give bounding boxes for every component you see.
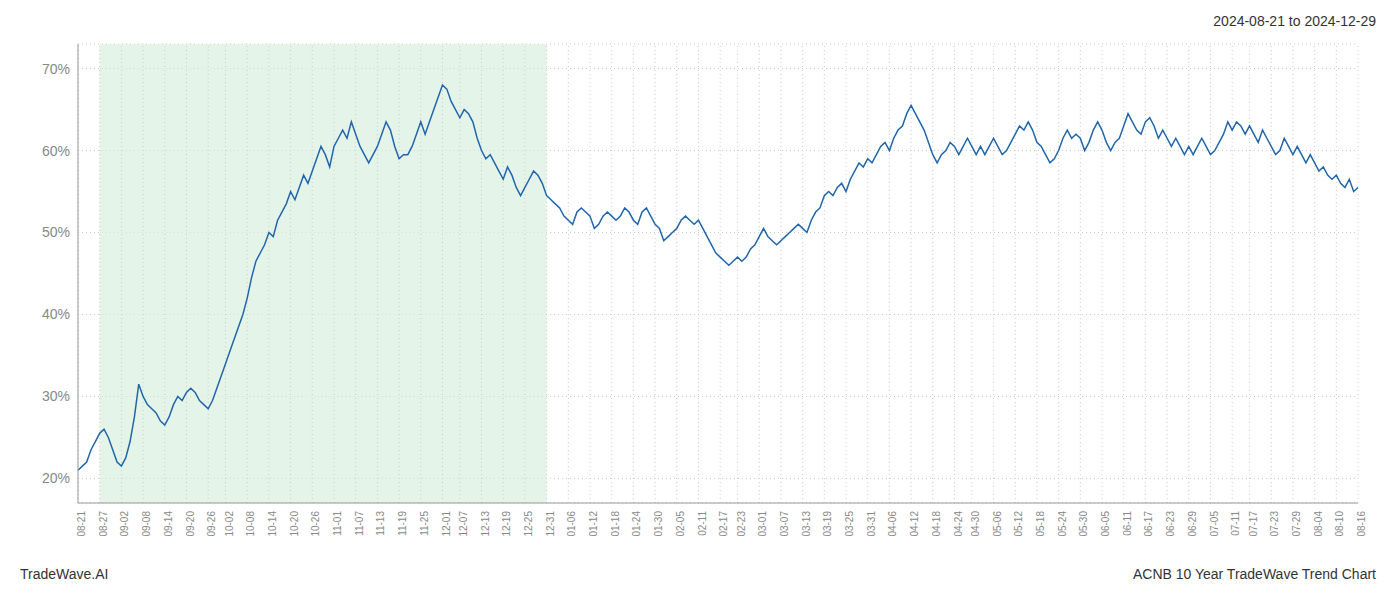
svg-text:07-05: 07-05 [1209, 511, 1220, 537]
svg-text:11-07: 11-07 [354, 511, 365, 536]
svg-text:08-04: 08-04 [1313, 511, 1324, 537]
svg-text:03-19: 03-19 [822, 511, 833, 537]
html-text:2024-08-21 to 2024-12-29: 2024-08-21 to 2024-12-29 [1213, 13, 1376, 29]
svg-text:60%: 60% [42, 143, 70, 159]
svg-text:10-02: 10-02 [224, 511, 235, 537]
svg-text:10-14: 10-14 [267, 511, 278, 537]
svg-text:06-23: 06-23 [1165, 511, 1176, 537]
svg-text:08-16: 08-16 [1356, 511, 1367, 537]
svg-text:09-08: 09-08 [141, 511, 152, 537]
html-text:ACNB 10 Year TradeWave Trend C: ACNB 10 Year TradeWave Trend Chart [1132, 566, 1376, 582]
svg-text:06-17: 06-17 [1143, 511, 1154, 537]
svg-text:02-23: 02-23 [736, 511, 747, 537]
svg-text:03-25: 03-25 [844, 511, 855, 537]
svg-text:03-07: 03-07 [779, 511, 790, 537]
svg-text:01-30: 01-30 [653, 511, 664, 537]
svg-text:12-19: 12-19 [501, 511, 512, 537]
svg-text:11-01: 11-01 [332, 511, 343, 536]
svg-text:11-25: 11-25 [419, 511, 430, 536]
svg-text:01-24: 01-24 [631, 511, 642, 537]
svg-text:04-06: 04-06 [887, 511, 898, 537]
svg-text:40%: 40% [42, 306, 70, 322]
svg-text:12-07: 12-07 [458, 511, 469, 537]
svg-text:09-20: 09-20 [185, 511, 196, 537]
svg-text:10-08: 10-08 [245, 511, 256, 537]
svg-text:06-05: 06-05 [1100, 511, 1111, 537]
svg-text:05-06: 05-06 [992, 511, 1003, 537]
svg-text:30%: 30% [42, 388, 70, 404]
svg-text:01-12: 01-12 [588, 511, 599, 537]
svg-text:20%: 20% [42, 470, 70, 486]
svg-text:03-01: 03-01 [757, 511, 768, 537]
svg-text:05-24: 05-24 [1057, 511, 1068, 537]
svg-text:01-06: 01-06 [566, 511, 577, 537]
svg-text:09-26: 09-26 [206, 511, 217, 537]
svg-text:04-30: 04-30 [970, 511, 981, 537]
svg-text:12-31: 12-31 [545, 511, 556, 537]
svg-text:10-20: 10-20 [289, 511, 300, 537]
svg-text:07-23: 07-23 [1269, 511, 1280, 537]
svg-text:11-19: 11-19 [397, 511, 408, 536]
svg-text:07-11: 07-11 [1230, 511, 1241, 536]
svg-text:08-27: 08-27 [98, 511, 109, 537]
svg-text:04-18: 04-18 [931, 511, 942, 537]
svg-text:12-13: 12-13 [480, 511, 491, 537]
svg-text:05-12: 05-12 [1013, 511, 1024, 537]
svg-text:02-11: 02-11 [697, 511, 708, 536]
svg-text:08-21: 08-21 [76, 511, 87, 537]
svg-text:02-17: 02-17 [718, 511, 729, 537]
svg-text:05-30: 05-30 [1078, 511, 1089, 537]
svg-text:06-29: 06-29 [1187, 511, 1198, 537]
svg-text:07-17: 07-17 [1248, 511, 1259, 537]
svg-text:50%: 50% [42, 224, 70, 240]
svg-text:09-14: 09-14 [163, 511, 174, 537]
svg-text:04-12: 04-12 [909, 511, 920, 537]
svg-text:08-10: 08-10 [1334, 511, 1345, 537]
svg-text:12-01: 12-01 [441, 511, 452, 537]
svg-text:12-25: 12-25 [523, 511, 534, 537]
svg-text:03-13: 03-13 [801, 511, 812, 537]
svg-text:05-18: 05-18 [1035, 511, 1046, 537]
svg-text:09-02: 09-02 [119, 511, 130, 537]
svg-text:70%: 70% [42, 61, 70, 77]
svg-text:11-13: 11-13 [375, 511, 386, 536]
svg-text:03-31: 03-31 [866, 511, 877, 537]
svg-text:01-18: 01-18 [610, 511, 621, 537]
svg-text:06-11: 06-11 [1122, 511, 1133, 536]
svg-text:02-05: 02-05 [675, 511, 686, 537]
html-text:TradeWave.AI: TradeWave.AI [20, 566, 109, 582]
svg-text:10-26: 10-26 [310, 511, 321, 537]
svg-text:04-24: 04-24 [953, 511, 964, 537]
svg-text:07-29: 07-29 [1291, 511, 1302, 537]
